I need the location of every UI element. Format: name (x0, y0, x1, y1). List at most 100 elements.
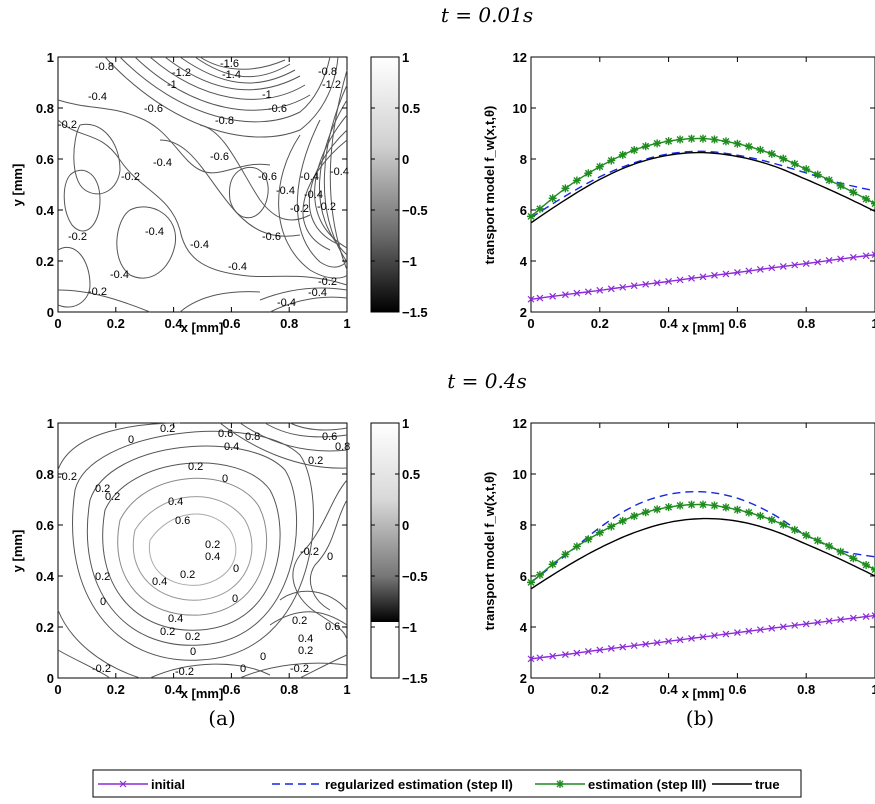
legend-items: initial regularized estimation (step II) e… (98, 777, 780, 792)
data-point (561, 291, 569, 299)
data-point (837, 616, 845, 624)
data-point (699, 500, 707, 509)
data-point (814, 619, 822, 626)
data-point (711, 632, 718, 639)
x-tick-label: 1 (343, 682, 350, 697)
data-point (653, 639, 661, 647)
contour-label: 0.2 (180, 569, 195, 581)
y-tick-label: 8 (520, 518, 527, 533)
data-point (722, 630, 730, 638)
data-point (630, 282, 638, 290)
colorbar-tick-label: 0 (402, 152, 409, 167)
data-point (790, 525, 799, 534)
data-point (676, 501, 685, 510)
x-axis-label: x [mm] (682, 320, 725, 335)
contour-label: -0.2 (68, 231, 87, 243)
contour-lines (57, 422, 348, 679)
x-tick-label: 0.6 (728, 316, 746, 331)
data-point (849, 614, 857, 622)
colorbar-tick-label: −1.5 (402, 305, 428, 320)
data-point (862, 560, 871, 569)
contour-label: -1.2 (322, 79, 341, 91)
contour-label: -0.4 (276, 185, 295, 197)
y-tick-label: 0.2 (36, 620, 54, 635)
legend: initial regularized estimation (step II) e… (92, 769, 802, 798)
y-tick-label: 0.6 (36, 518, 54, 533)
data-point (756, 626, 764, 634)
data-point (699, 134, 707, 143)
y-tick-label: 2 (520, 305, 527, 320)
data-point (595, 528, 604, 537)
data-point (802, 260, 810, 267)
axis-ticks: 00.20.40.60.8124681012 (513, 50, 875, 331)
data-point (527, 578, 535, 587)
x-tick-label: 1 (871, 316, 875, 331)
contour-label: -0.6 (144, 103, 163, 115)
contour-label: 0 (232, 593, 238, 605)
contour-panel-row1: -1.6 -1.4 -1.2 -1 -0.8 -0.8 -0.6 -0.4 -0… (10, 50, 351, 335)
data-point (813, 170, 822, 179)
contour-label: 0.6 (175, 515, 190, 527)
contour-label: -1 (167, 79, 177, 91)
data-point (767, 149, 776, 158)
data-point (768, 624, 776, 632)
x-tick-label: 0.6 (222, 316, 240, 331)
data-point (721, 503, 730, 512)
data-point (699, 273, 707, 281)
y-tick-label: 0 (47, 671, 54, 686)
contour-label: 0.6 (218, 428, 233, 440)
data-point (595, 162, 604, 171)
data-point (779, 154, 788, 163)
y-tick-label: 8 (520, 152, 527, 167)
contour-label: -1.6 (220, 58, 239, 70)
colorbar-tick-label: −1.5 (402, 671, 428, 686)
data-point (779, 520, 788, 529)
contour-label: -0.4 (110, 269, 129, 281)
colorbar-tick-label: −1 (402, 620, 417, 635)
data-point (767, 515, 776, 524)
data-point (584, 288, 592, 296)
legend-label-estimation: estimation (step III) (588, 777, 706, 792)
x-axis-label: x [mm] (181, 320, 224, 335)
legend-label-true: true (755, 777, 780, 792)
data-point (756, 265, 764, 273)
contour-label: 0.2 (308, 455, 323, 467)
colorbar-tick-label: −1 (402, 254, 417, 269)
data-point (744, 508, 753, 517)
data-point (733, 269, 741, 276)
x-tick-label: 0.8 (280, 682, 298, 697)
contour-label: -0.4 (308, 287, 327, 299)
y-tick-label: 1 (47, 50, 54, 65)
data-point (849, 554, 858, 563)
y-axis-label: y [mm] (10, 530, 25, 573)
data-point (527, 655, 535, 663)
data-point (548, 194, 557, 203)
x-tick-label: 0.8 (280, 316, 298, 331)
contour-label: 0.6 (325, 621, 340, 633)
contour-label: -0.4 (153, 157, 172, 169)
plot-frame (530, 56, 875, 313)
legend-marker (556, 780, 564, 788)
subfig-label-b: (b) (686, 706, 714, 730)
data-point (665, 637, 673, 645)
contour-label: 0.2 (95, 571, 110, 583)
x-axis-label: x [mm] (682, 686, 725, 701)
contour-label: -0.8 (95, 61, 114, 73)
data-point (791, 621, 799, 629)
contour-label: 0.2 (95, 483, 110, 495)
data-point (535, 204, 544, 213)
data-point (536, 294, 544, 302)
data-point (664, 503, 673, 512)
x-tick-label: 0.4 (165, 682, 184, 697)
contour-label: -0.8 (318, 66, 337, 78)
data-point (548, 560, 557, 569)
data-point (535, 570, 544, 579)
contour-label: 0 (260, 651, 266, 663)
contour-label: -0.4 (300, 171, 319, 183)
data-point (630, 146, 639, 155)
data-point (733, 505, 742, 514)
contour-label: 0.2 (298, 645, 313, 657)
y-tick-label: 12 (513, 416, 527, 431)
y-tick-label: 10 (513, 467, 527, 482)
legend-marker (119, 780, 127, 788)
